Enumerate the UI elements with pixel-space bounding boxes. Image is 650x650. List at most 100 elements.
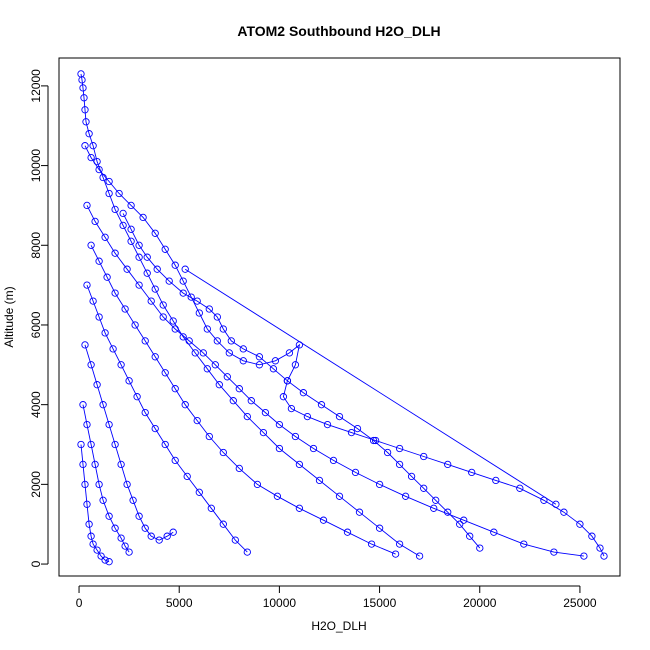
data-point — [80, 94, 88, 102]
x-tick-label: 25000 — [563, 596, 597, 610]
data-point — [125, 548, 133, 556]
data-point — [193, 416, 201, 425]
data-point — [329, 456, 338, 465]
data-point — [95, 480, 103, 489]
data-point — [87, 532, 95, 540]
data-point — [231, 536, 239, 544]
data-point — [87, 153, 95, 162]
data-point — [195, 309, 203, 317]
data-point — [191, 349, 199, 357]
data-point — [235, 464, 243, 473]
data-point — [147, 297, 155, 305]
data-point — [151, 353, 159, 361]
data-point — [456, 520, 464, 528]
data-point — [271, 357, 280, 365]
data-point — [492, 476, 500, 485]
data-point — [111, 289, 119, 297]
data-point — [211, 361, 219, 369]
y-tick-label: 8000 — [29, 232, 43, 259]
data-point — [81, 341, 89, 349]
data-point — [93, 546, 101, 554]
data-point — [375, 524, 384, 532]
data-point — [143, 269, 151, 277]
data-point — [580, 552, 588, 560]
data-point — [185, 337, 193, 345]
data-point — [171, 325, 179, 333]
data-point — [119, 221, 127, 230]
data-point — [576, 520, 584, 528]
y-tick-label: 10000 — [29, 149, 43, 183]
x-tick-label: 15000 — [363, 596, 397, 610]
data-point — [111, 524, 119, 532]
data-point — [371, 436, 380, 445]
data-point — [151, 285, 159, 293]
data-point — [323, 420, 332, 429]
data-point — [117, 534, 125, 542]
data-point — [215, 381, 223, 389]
data-point — [291, 361, 300, 369]
data-point — [383, 448, 392, 457]
data-point — [247, 397, 255, 405]
data-point — [444, 460, 452, 469]
data-point — [163, 532, 171, 540]
data-point — [395, 460, 404, 469]
data-point — [287, 404, 296, 413]
data-point — [420, 484, 428, 492]
data-point — [97, 552, 105, 560]
x-tick-label: 5000 — [166, 596, 193, 610]
data-point — [355, 508, 364, 516]
data-point — [105, 420, 113, 429]
data-point — [127, 201, 135, 210]
data-point — [552, 500, 560, 508]
data-point — [105, 189, 113, 198]
data-point — [255, 361, 264, 369]
data-point — [444, 508, 452, 516]
data-point — [395, 540, 404, 548]
data-point — [151, 424, 159, 433]
data-point — [369, 436, 378, 445]
data-point — [171, 385, 179, 393]
data-point — [395, 444, 404, 453]
data-point — [135, 253, 143, 261]
data-point — [91, 460, 99, 469]
data-point — [133, 393, 141, 401]
data-point — [269, 365, 278, 373]
data-point — [87, 241, 95, 249]
data-point — [315, 476, 324, 485]
data-point — [141, 524, 149, 532]
data-point — [219, 520, 227, 528]
data-point — [85, 130, 93, 138]
data-point — [103, 273, 111, 281]
data-point — [219, 325, 227, 333]
chart-title: ATOM2 Southbound H2O_DLH — [237, 23, 440, 39]
data-point — [285, 349, 294, 357]
data-point — [135, 512, 143, 520]
data-point — [91, 217, 99, 226]
data-point — [159, 313, 167, 321]
data-point — [141, 408, 149, 417]
data-point — [207, 504, 215, 512]
x-tick-label: 20000 — [463, 596, 497, 610]
data-point — [295, 460, 304, 469]
data-point — [109, 345, 117, 353]
y-tick-label: 0 — [29, 560, 43, 567]
data-point — [159, 301, 167, 309]
data-point — [81, 142, 89, 150]
data-point — [187, 293, 195, 301]
data-point — [139, 213, 147, 222]
data-point — [375, 480, 384, 489]
data-point — [93, 381, 101, 389]
data-point — [95, 165, 103, 174]
data-point — [430, 504, 438, 512]
data-point — [243, 548, 251, 556]
x-axis-label: H2O_DLH — [311, 619, 366, 633]
data-point — [77, 440, 85, 449]
data-point — [223, 373, 231, 381]
series-line — [90, 245, 396, 555]
data-point — [121, 305, 129, 313]
data-point — [343, 528, 352, 536]
data-point — [78, 76, 86, 84]
data-point — [141, 337, 149, 345]
data-point — [83, 500, 91, 508]
